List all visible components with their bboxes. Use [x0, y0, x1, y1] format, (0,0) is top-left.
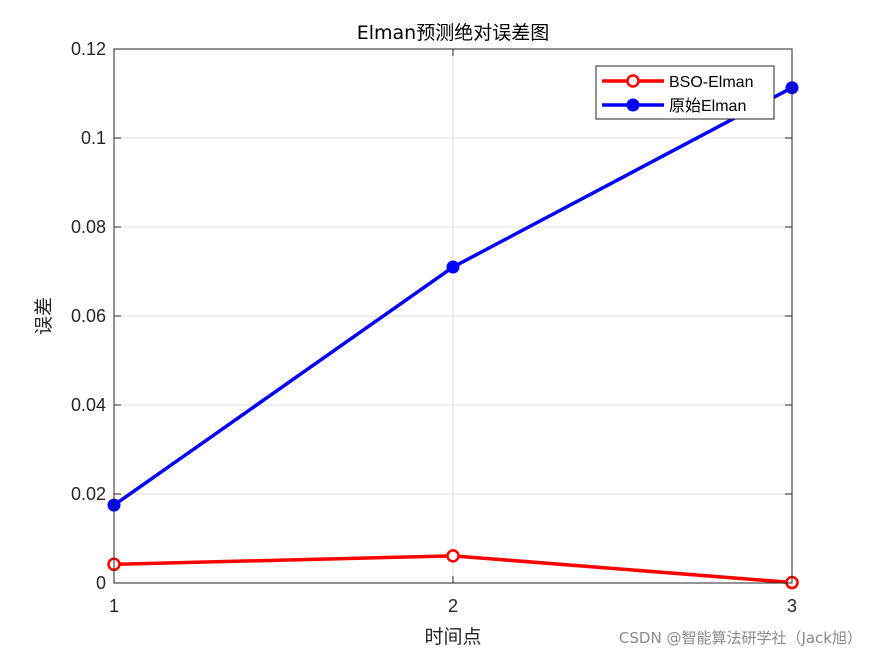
axis-ticks [113, 48, 793, 584]
y-tick-label: 0.04 [71, 395, 106, 415]
tick-labels: 0 0.02 0.04 0.06 0.08 0.1 0.12 1 2 3 [71, 39, 797, 616]
x-axis-label: 时间点 [424, 626, 481, 648]
y-tick-label: 0.02 [71, 484, 106, 504]
legend: BSO-Elman 原始Elman [595, 65, 775, 120]
x-tick-label: 2 [448, 596, 458, 616]
x-tick-label: 1 [109, 596, 119, 616]
legend-original-elman-label: 原始Elman [669, 97, 746, 115]
bso-elman-marker [446, 549, 460, 563]
y-tick-label: 0.1 [81, 128, 106, 148]
grid-lines [114, 49, 792, 583]
y-tick-label: 0.08 [71, 217, 106, 237]
chart-title: Elman预测绝对误差图 [357, 22, 549, 44]
legend-box [595, 65, 775, 120]
y-axis-label: 误差 [33, 297, 55, 335]
y-tick-label: 0.12 [71, 39, 106, 59]
x-tick-label: 3 [787, 596, 797, 616]
original-elman-marker [446, 260, 460, 274]
legend-bso-elman-label: BSO-Elman [669, 74, 753, 91]
y-tick-label: 0 [96, 573, 106, 593]
watermark: CSDN @智能算法研学社（Jack旭） [619, 629, 862, 647]
legend-bso-elman-marker [626, 74, 640, 88]
legend-original-elman-marker [626, 98, 640, 112]
y-tick-label: 0.06 [71, 306, 106, 326]
